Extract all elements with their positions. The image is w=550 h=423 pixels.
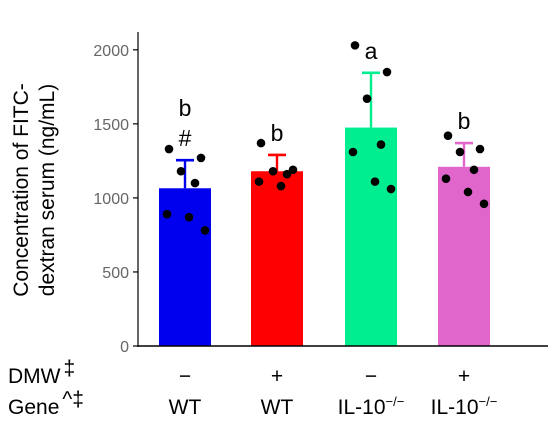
significance-label: b — [179, 95, 192, 121]
data-point — [200, 226, 210, 235]
cell-text: + — [458, 365, 470, 388]
table-cell: IL-10−/− — [431, 394, 498, 419]
significance-label: b — [271, 120, 284, 146]
table-cell: WT — [261, 396, 294, 419]
table-cell: IL-10−/− — [338, 394, 405, 419]
data-point — [162, 209, 172, 219]
data-point — [268, 166, 278, 176]
cell-text: IL-10 — [338, 396, 386, 419]
table-cell: − — [179, 365, 191, 388]
data-point — [475, 144, 485, 154]
bars-layer: # b b a b — [159, 38, 490, 346]
data-point — [276, 181, 286, 191]
row-label: Gene — [8, 396, 59, 419]
y-axis: 0 500 1000 1500 2000 — [93, 32, 139, 356]
cell-text: − — [365, 365, 377, 388]
condition-table: DMW ‡ − + − +Gene ^‡ WT WT IL-10−/− IL-10−/− — [8, 357, 497, 419]
data-point — [176, 166, 186, 176]
data-point — [184, 212, 194, 222]
y-axis-title: Concentration of FITC-dextran serum (ng/… — [10, 83, 59, 297]
table-cell: + — [458, 365, 470, 388]
data-point — [479, 199, 489, 209]
row-label-superscript: ‡ — [63, 357, 75, 380]
cell-text: WT — [169, 396, 202, 419]
data-point — [370, 177, 380, 186]
data-point — [288, 165, 298, 175]
data-point — [350, 41, 360, 50]
cell-superscript: −/− — [479, 394, 498, 409]
significance-label: b — [458, 108, 471, 134]
data-point — [443, 131, 453, 141]
y-tick-label: 2000 — [93, 43, 129, 60]
significance-label: a — [365, 38, 378, 64]
data-point — [196, 153, 206, 163]
data-point — [164, 144, 174, 154]
data-point — [190, 178, 200, 188]
data-point — [256, 138, 266, 148]
cell-text: + — [271, 365, 283, 388]
bar — [251, 171, 303, 346]
data-point — [386, 184, 396, 194]
y-tick-label: 1000 — [93, 191, 129, 208]
data-point — [348, 147, 358, 157]
row-label-superscript: ^‡ — [62, 388, 84, 411]
y-tick-label: 500 — [102, 265, 129, 282]
data-point — [382, 67, 392, 77]
y-axis-title-line: dextran serum (ng/mL) — [36, 84, 59, 296]
bar — [438, 166, 490, 346]
data-point — [282, 169, 292, 179]
y-tick-label: 1500 — [93, 117, 129, 134]
data-point — [376, 140, 386, 149]
y-tick-label: 0 — [120, 339, 129, 356]
data-point — [469, 165, 479, 175]
cell-text: IL-10 — [431, 396, 479, 419]
y-axis-label: Concentration of FITC-dextran serum (ng/… — [10, 83, 59, 297]
table-cell: − — [365, 365, 377, 388]
table-cell: WT — [169, 396, 202, 419]
data-point — [441, 174, 451, 183]
data-point — [463, 187, 473, 197]
cell-text: WT — [261, 396, 294, 419]
cell-text: − — [179, 365, 191, 388]
significance-label: # — [179, 125, 192, 151]
data-point — [362, 94, 372, 103]
data-point — [254, 177, 264, 186]
table-cell: + — [271, 365, 283, 388]
row-label: DMW — [8, 365, 61, 388]
cell-superscript: −/− — [386, 394, 405, 409]
bar — [345, 127, 397, 346]
y-axis-title-line: Concentration of FITC- — [10, 83, 33, 297]
data-point — [455, 147, 465, 157]
